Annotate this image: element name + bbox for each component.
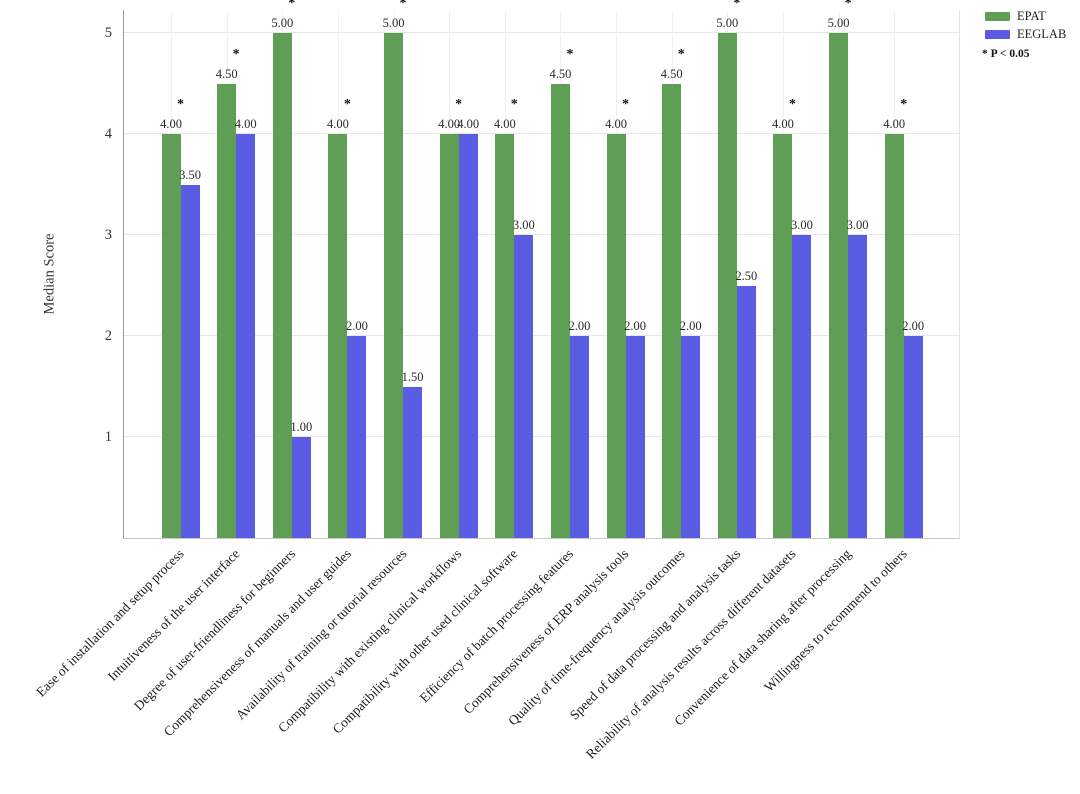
epat-swatch-icon (985, 12, 1010, 21)
bar-value-label: 5.00 (271, 16, 294, 31)
eeglab-bar (347, 336, 367, 538)
significance-note: * P < 0.05 (982, 48, 1030, 60)
eeglab-bar (848, 235, 868, 538)
bar-value-label: 3.50 (179, 167, 201, 182)
epat-bar (495, 134, 515, 538)
epat-bar (829, 33, 849, 538)
eeglab-bar (458, 134, 478, 538)
y-axis-title-text: Median Score (41, 233, 58, 315)
significance-asterisk: * (399, 0, 407, 12)
gridline-horizontal (124, 133, 959, 135)
bar-value-label: 4.00 (326, 117, 349, 132)
gridline-horizontal (124, 32, 959, 34)
bar-value-label: 2.00 (624, 319, 646, 334)
significance-asterisk: * (622, 97, 630, 113)
bar-value-label: 5.00 (382, 16, 405, 31)
bar-value-label: 1.00 (290, 420, 313, 435)
y-tick-label: 5 (104, 25, 112, 42)
eeglab-bar (569, 336, 589, 538)
bar-value-label: 2.00 (902, 319, 925, 334)
eeglab-bar (792, 235, 812, 538)
significance-asterisk: * (566, 46, 574, 62)
bar-value-label: 2.00 (679, 319, 702, 334)
eeglab-bar (514, 235, 534, 538)
bar-value-label: 3.00 (791, 218, 813, 233)
plot-area: 4.00 3.50 * 4.50 4.00 * 5.00 1.00 * 4.00 2.00 * 5.00… (123, 0, 960, 539)
bar-value-label: 1.50 (401, 369, 424, 384)
bar-value-label: 3.00 (512, 218, 535, 233)
eeglab-bar (403, 386, 423, 538)
legend: EPAT EEGLAB * P < 0.05 (982, 10, 1066, 61)
significance-asterisk: * (788, 97, 796, 113)
epat-bar (439, 134, 459, 538)
bar-value-label: 4.00 (772, 117, 794, 132)
gridline-horizontal (124, 234, 959, 236)
bar-value-label: 4.50 (660, 66, 683, 81)
legend-item-epat: EPAT (985, 10, 1066, 23)
significance-asterisk: * (677, 46, 685, 62)
eeglab-bar (291, 437, 311, 538)
bar-value-label: 4.50 (549, 66, 572, 81)
bar-value-label: 4.00 (883, 117, 906, 132)
bar-value-label: 4.00 (438, 117, 461, 132)
y-tick-label: 4 (104, 126, 112, 143)
eeglab-bar (736, 285, 756, 538)
bar-value-label: 4.00 (457, 117, 480, 132)
legend-label-epat: EPAT (1017, 9, 1046, 23)
epat-bar (217, 83, 237, 538)
eeglab-swatch-icon (985, 30, 1010, 39)
bar-value-label: 3.00 (846, 218, 869, 233)
y-tick-label: 3 (104, 227, 112, 244)
bar-value-label: 4.50 (215, 66, 238, 81)
bar-value-label: 4.00 (493, 117, 516, 132)
epat-bar (884, 134, 904, 538)
eeglab-bar (903, 336, 923, 538)
eeglab-bar (625, 336, 645, 538)
significance-asterisk: * (900, 97, 908, 113)
epat-bar (550, 83, 570, 538)
epat-bar (662, 83, 682, 538)
y-tick-label: 1 (104, 429, 112, 446)
eeglab-bar (236, 134, 256, 538)
significance-asterisk: * (177, 97, 184, 113)
bar-value-label: 4.00 (605, 117, 627, 132)
epat-bar (161, 134, 181, 538)
bar-value-label: 4.00 (160, 117, 182, 132)
gridline-horizontal (124, 335, 959, 337)
legend-label-eeglab: EEGLAB (1017, 27, 1067, 41)
bar-value-label: 5.00 (827, 16, 850, 31)
legend-item-eeglab: EEGLAB (985, 28, 1066, 41)
epat-bar (384, 33, 404, 538)
epat-bar (717, 33, 737, 538)
bar-value-label: 5.00 (716, 16, 739, 31)
gridline-horizontal (124, 436, 959, 438)
significance-asterisk: * (288, 0, 296, 12)
bar-value-label: 4.00 (234, 117, 257, 132)
eeglab-bar (681, 336, 701, 538)
x-tick-label-text: Reliability of analysis results across d… (582, 546, 799, 762)
eeglab-bar (180, 184, 200, 538)
bar-value-label: 2.00 (345, 319, 368, 334)
significance-asterisk: * (733, 0, 741, 12)
bar-value-label: 2.50 (735, 268, 758, 283)
epat-bar (272, 33, 292, 538)
significance-asterisk: * (232, 46, 240, 62)
y-tick-label: 2 (104, 328, 112, 345)
epat-bar (328, 134, 348, 538)
significance-asterisk: * (510, 97, 518, 113)
epat-bar (606, 134, 626, 538)
significance-asterisk: * (455, 97, 463, 113)
significance-asterisk: * (343, 97, 351, 113)
epat-bar (773, 134, 793, 538)
bar-value-label: 2.00 (568, 319, 591, 334)
significance-asterisk: * (844, 0, 852, 12)
